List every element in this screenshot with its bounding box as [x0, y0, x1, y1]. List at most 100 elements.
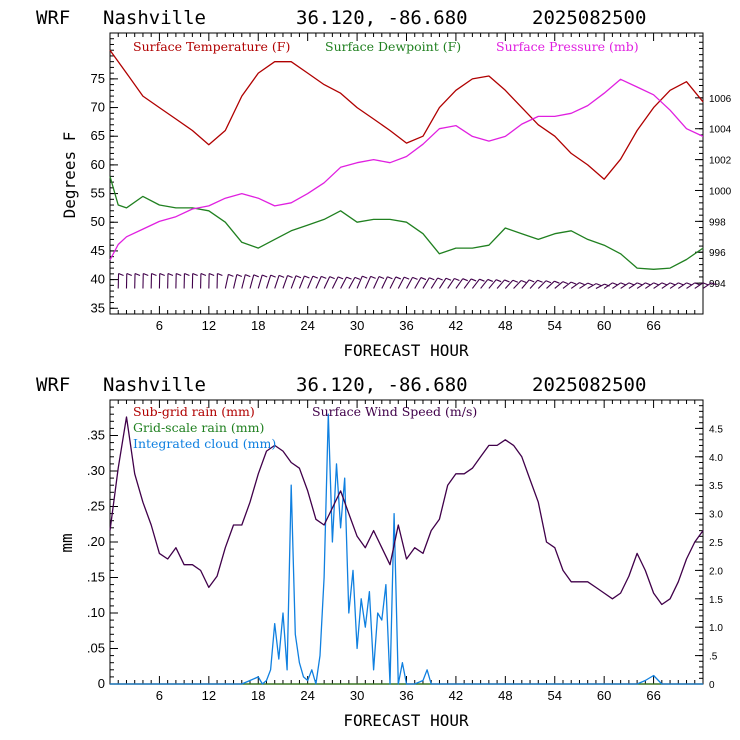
- y-tick-label: 75: [91, 71, 105, 86]
- chart1-header-location: Nashville: [103, 7, 206, 29]
- y-tick-label: 55: [91, 186, 105, 201]
- wind-barb: [455, 278, 468, 289]
- y2-tick-label: 1002: [709, 156, 732, 167]
- wind-barb: [521, 279, 535, 289]
- wind-barb: [653, 282, 668, 289]
- y2-tick-label: 1.0: [709, 623, 723, 634]
- wind-barb: [612, 282, 626, 289]
- wind-barb: [249, 274, 259, 289]
- chart1-series-layer: [109, 49, 704, 270]
- chart2-header-date: 2025082500: [532, 374, 646, 396]
- legend-surface-wind-speed: Surface Wind Speed (m/s): [312, 404, 477, 419]
- legend-grid-scale-rain: Grid-scale rain (mm): [133, 420, 264, 435]
- wind-barb: [587, 283, 602, 289]
- x-tick-label: 30: [350, 688, 364, 703]
- y2-tick-label: 2.0: [709, 566, 723, 577]
- y-tick-label: .30: [87, 463, 105, 478]
- chart2-header-location: Nashville: [103, 374, 206, 396]
- wind-barb: [175, 272, 182, 289]
- wind-barb: [274, 274, 285, 289]
- wind-barb: [513, 279, 527, 289]
- wind-barb: [298, 275, 310, 289]
- wind-barb: [463, 278, 477, 289]
- chart1-ylabel: Degrees F: [60, 132, 79, 219]
- series-integrated-cloud: [110, 413, 703, 685]
- chart1-header-coords: 36.120, -86.680: [296, 7, 468, 29]
- wind-barb: [265, 274, 276, 289]
- wind-barb: [603, 282, 618, 289]
- x-tick-label: 42: [449, 318, 463, 333]
- x-tick-label: 30: [350, 318, 364, 333]
- wind-barb: [348, 276, 361, 289]
- x-tick-label: 12: [202, 318, 216, 333]
- wind-barb: [183, 272, 190, 289]
- wind-barb: [447, 277, 460, 289]
- wind-barb: [414, 277, 427, 289]
- y-tick-label: 65: [91, 128, 105, 143]
- wind-barb: [562, 281, 577, 289]
- y-tick-label: .10: [87, 605, 105, 620]
- chart2-axes: 6 12 18 24 30 36 42 48 54 60 66 0 .05 .10 .15 .20 .25 .30…: [87, 399, 723, 703]
- wind-barb: [224, 273, 234, 289]
- wind-barb: [694, 282, 709, 289]
- wind-barb: [125, 272, 132, 289]
- wind-barb: [208, 272, 215, 289]
- wind-barb: [290, 275, 302, 289]
- y2-tick-label: 2.5: [709, 538, 723, 549]
- y2-tick-label: 998: [709, 217, 726, 228]
- chart1-legend: Surface Temperature (F) Surface Dewpoint…: [133, 39, 639, 54]
- y2-tick-label: 994: [709, 279, 726, 290]
- x-tick-label: 12: [202, 688, 216, 703]
- wind-barb: [389, 276, 401, 289]
- y-tick-label: .35: [87, 428, 105, 443]
- chart1-header: WRF Nashville 36.120, -86.680 2025082500: [36, 7, 646, 29]
- chart2-series-layer: [109, 413, 704, 685]
- wind-barb: [307, 275, 319, 289]
- x-tick-label: 66: [646, 688, 660, 703]
- series-surface-temperature: [109, 49, 704, 180]
- x-tick-label: 42: [449, 688, 463, 703]
- x-tick-label: 66: [646, 318, 660, 333]
- y2-tick-label: 0: [709, 680, 715, 691]
- wind-barb: [702, 282, 717, 289]
- wind-barb: [233, 273, 243, 289]
- wind-barb: [504, 279, 519, 289]
- x-tick-label: 48: [498, 318, 512, 333]
- wind-barb: [381, 276, 393, 289]
- series-surface-pressure: [109, 78, 704, 261]
- chart1-axes: 6 12 18 24 30 36 42 48 54 60 66 35 40 45 50 55 60 65 70 75 9…: [91, 32, 732, 333]
- chart1-header-date: 2025082500: [532, 7, 646, 29]
- wind-barb: [158, 272, 165, 289]
- wind-barb: [570, 282, 585, 289]
- y2-tick-label: 3.5: [709, 481, 723, 492]
- x-tick-label: 54: [548, 688, 562, 703]
- y2-tick-label: .5: [709, 652, 718, 663]
- x-tick-label: 60: [597, 318, 611, 333]
- wind-barb: [438, 277, 452, 289]
- series-surface-wind-speed: [109, 416, 704, 606]
- chart1-frame: [109, 32, 704, 315]
- x-tick-label: 6: [156, 688, 163, 703]
- chart2-ylabel: mm: [57, 533, 76, 552]
- series-surface-dewpoint: [109, 176, 704, 270]
- wind-barb: [661, 282, 676, 289]
- x-tick-label: 36: [399, 688, 413, 703]
- x-tick-label: 24: [300, 318, 314, 333]
- wind-barb: [422, 277, 435, 289]
- wind-barb: [537, 280, 552, 289]
- y2-tick-label: 4.0: [709, 453, 723, 464]
- wind-barb: [645, 282, 659, 289]
- chart2-legend: Sub-grid rain (mm) Grid-scale rain (mm) …: [133, 404, 477, 451]
- x-tick-label: 24: [300, 688, 314, 703]
- x-tick-label: 18: [251, 688, 265, 703]
- wind-barb: [546, 280, 560, 289]
- wind-barb: [406, 276, 418, 289]
- x-tick-label: 48: [498, 688, 512, 703]
- wind-barb: [471, 278, 485, 289]
- y-tick-label: .25: [87, 499, 105, 514]
- y-tick-label: 40: [91, 272, 105, 287]
- wind-barb: [628, 282, 643, 289]
- y-tick-label: 60: [91, 157, 105, 172]
- x-tick-label: 60: [597, 688, 611, 703]
